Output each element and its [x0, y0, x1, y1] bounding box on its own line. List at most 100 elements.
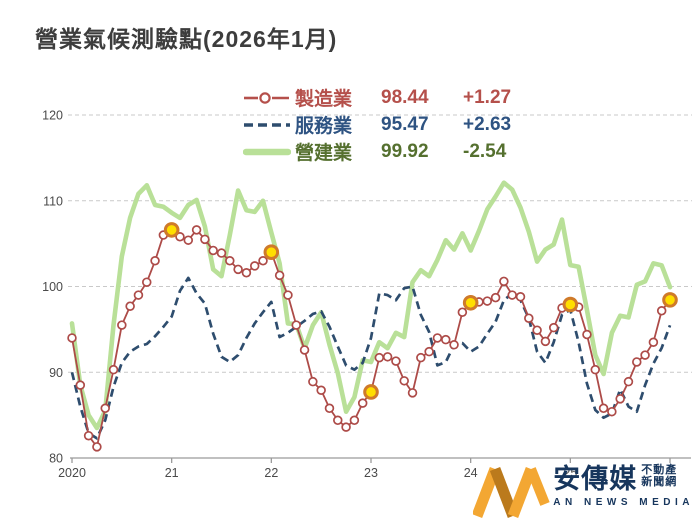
x-tick-label-23: 23 — [364, 466, 378, 480]
x-tick-label-25: 25 — [563, 466, 577, 480]
manufacturing-point — [183, 235, 194, 245]
manufacturing-point — [117, 320, 127, 330]
manufacturing-point — [482, 296, 493, 306]
manufacturing-point — [133, 290, 144, 300]
manufacturing-point — [125, 301, 135, 311]
manufacturing-point — [291, 320, 302, 330]
manufacturing-point — [225, 256, 235, 266]
legend-value-construction: 99.92 — [381, 140, 429, 162]
legend-label-manufacturing: 製造業 — [295, 89, 353, 110]
manufacturing-point — [582, 329, 592, 340]
manufacturing-point — [341, 422, 351, 432]
january-highlight-point — [363, 384, 379, 400]
manufacturing-point — [648, 337, 659, 347]
chart-legend: 製造業 98.44 +1.27 服務業 95.47 +2.63 營建業 99.9… — [243, 84, 549, 165]
x-tick-label-24: 24 — [464, 466, 478, 480]
manufacturing-point — [67, 333, 77, 343]
january-highlight-point — [662, 292, 678, 308]
manufacturing-point — [490, 292, 501, 303]
watermark-brand: 安傳媒 — [553, 464, 638, 494]
x-tick-label-2020: 2020 — [58, 466, 86, 480]
legend-change-manufacturing: +1.27 — [463, 86, 512, 108]
y-tick-label-110: 110 — [43, 194, 63, 208]
manufacturing-point — [324, 403, 335, 414]
manufacturing-point — [83, 430, 94, 441]
y-tick-label-100: 100 — [42, 280, 63, 294]
manufacturing-point — [208, 245, 218, 256]
january-highlight-point — [263, 244, 280, 260]
manufacturing-point — [258, 256, 268, 266]
y-tick-label-120: 120 — [42, 109, 63, 123]
manufacturing-point — [540, 336, 551, 347]
manufacturing-point — [333, 415, 343, 426]
manufacturing-point — [191, 225, 202, 235]
manufacturing-point — [607, 406, 617, 417]
manufacturing-point — [274, 270, 285, 281]
manufacturing-point — [283, 290, 293, 300]
manufacturing-point — [108, 364, 119, 375]
manufacturing-point — [100, 403, 110, 414]
manufacturing-point — [532, 325, 542, 335]
manufacturing-point — [200, 234, 210, 245]
january-highlight-point — [163, 222, 180, 238]
manufacturing-point — [316, 385, 326, 396]
manufacturing-point — [249, 261, 260, 271]
watermark-tagline: 不動產 新聞網 — [641, 464, 678, 488]
manufacturing-point — [75, 380, 86, 390]
watermark-text: 安傳媒 不動產 新聞網 AN NEWS MEDIA — [553, 464, 694, 508]
x-tick-label-22: 22 — [264, 466, 278, 480]
manufacturing-point — [499, 276, 509, 287]
an-news-media-watermark: 安傳媒 不動產 新聞網 AN NEWS MEDIA — [473, 464, 694, 518]
legend-row-services: 服務業 95.47 +2.63 — [243, 111, 549, 138]
manufacturing-point — [457, 307, 468, 317]
manufacturing-point — [216, 248, 227, 258]
manufacturing-point — [308, 376, 318, 387]
legend-row-construction: 營建業 99.92 -2.54 — [243, 138, 549, 165]
legend-change-construction: -2.54 — [463, 140, 507, 162]
manufacturing-point — [515, 292, 526, 302]
manufacturing-point — [233, 264, 243, 275]
construction-line-marker-icon — [243, 148, 291, 155]
y-tick-label-80: 80 — [49, 452, 63, 466]
manufacturing-point — [357, 398, 368, 408]
services-dashed-marker-icon — [244, 122, 290, 127]
manufacturing-point — [374, 352, 385, 363]
legend-change-services: +2.63 — [463, 113, 512, 135]
manufacturing-point — [432, 333, 443, 343]
manufacturing-point — [598, 403, 609, 414]
manufacturing-point — [507, 290, 517, 300]
manufacturing-point — [441, 334, 451, 345]
manufacturing-point — [391, 356, 401, 366]
legend-label-construction: 營建業 — [295, 143, 353, 164]
manufacturing-point — [640, 350, 650, 360]
manufacturing-line-marker-icon — [244, 91, 289, 104]
y-tick-label-90: 90 — [49, 366, 63, 380]
legend-value-services: 95.47 — [381, 113, 429, 135]
construction-series-line — [69, 180, 673, 431]
manufacturing-point — [407, 388, 418, 398]
manufacturing-point — [656, 306, 667, 316]
manufacturing-point — [548, 322, 559, 333]
manufacturing-point — [349, 415, 360, 426]
manufacturing-point — [623, 376, 634, 387]
manufacturing-point — [399, 376, 409, 386]
manufacturing-point — [424, 346, 434, 357]
january-highlight-point — [462, 294, 479, 311]
an-logo-icon — [473, 467, 550, 518]
manufacturing-point — [150, 256, 160, 266]
x-tick-label-21: 21 — [165, 466, 179, 480]
manufacturing-point — [615, 394, 625, 404]
manufacturing-point — [449, 340, 459, 350]
manufacturing-point — [299, 345, 310, 355]
manufacturing-point — [632, 357, 642, 367]
manufacturing-point — [590, 364, 600, 375]
manufacturing-point — [175, 232, 185, 242]
manufacturing-point — [382, 352, 393, 362]
manufacturing-point — [416, 352, 426, 363]
legend-row-manufacturing: 製造業 98.44 +1.27 — [243, 84, 549, 111]
manufacturing-point — [524, 313, 534, 323]
january-highlight-point — [562, 296, 579, 313]
manufacturing-point — [241, 268, 252, 278]
